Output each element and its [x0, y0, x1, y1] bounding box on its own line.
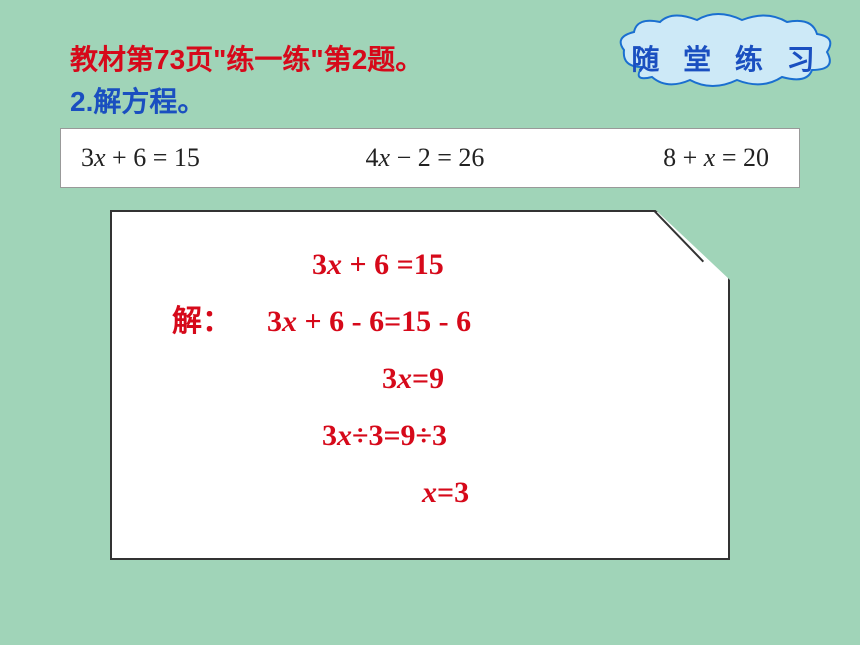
eq3-rest: = 20	[715, 143, 769, 172]
solution-box: 3x + 6 =15 解： 3x + 6 - 6=15 - 6 3x=9 3x÷…	[110, 210, 730, 560]
equation-list: 3x + 6 = 15 4x − 2 = 26 8 + x = 20	[60, 128, 800, 188]
s1-a: 3	[312, 248, 327, 281]
s5-b: =3	[437, 476, 469, 509]
s4-b: ÷3=9÷3	[352, 419, 447, 452]
s3-x: x	[397, 362, 412, 395]
s3-b: =9	[412, 362, 444, 395]
eq2-coef: 4	[366, 143, 379, 172]
eq1-coef: 3	[81, 143, 94, 172]
s2-a: 3	[267, 305, 282, 338]
eq3-coef: 8 +	[663, 143, 704, 172]
eq1-rest: + 6 = 15	[106, 143, 200, 172]
practice-badge: 随 堂 练 习	[612, 12, 842, 92]
equation-3: 8 + x = 20	[540, 143, 779, 173]
s3-a: 3	[382, 362, 397, 395]
eq2-var: x	[379, 143, 391, 172]
eq3-var: x	[704, 143, 716, 172]
solution-step-5: x=3	[142, 464, 698, 521]
solution-step-4: 3x÷3=9÷3	[142, 407, 698, 464]
solution-step-3: 3x=9	[142, 350, 698, 407]
eq2-rest: − 2 = 26	[390, 143, 484, 172]
solution-step-1: 3x + 6 =15	[142, 236, 698, 293]
s4-x: x	[337, 419, 352, 452]
page-source-line: 教材第73页"练一练"第2题。	[70, 38, 423, 78]
equation-1: 3x + 6 = 15	[81, 143, 310, 173]
s2-x: x	[282, 305, 297, 338]
solution-step-2: 解： 3x + 6 - 6=15 - 6	[142, 293, 698, 350]
practice-badge-text: 随 堂 练 习	[612, 38, 842, 78]
problem-title: 2.解方程。	[70, 80, 205, 120]
eq1-var: x	[94, 143, 106, 172]
equation-2: 4x − 2 = 26	[310, 143, 539, 173]
solution-label: 解：	[172, 293, 252, 350]
s5-x: x	[422, 476, 437, 509]
s1-b: + 6 =15	[342, 248, 444, 281]
s4-a: 3	[322, 419, 337, 452]
s2-b: + 6 - 6=15 - 6	[297, 305, 471, 338]
s1-x: x	[327, 248, 342, 281]
